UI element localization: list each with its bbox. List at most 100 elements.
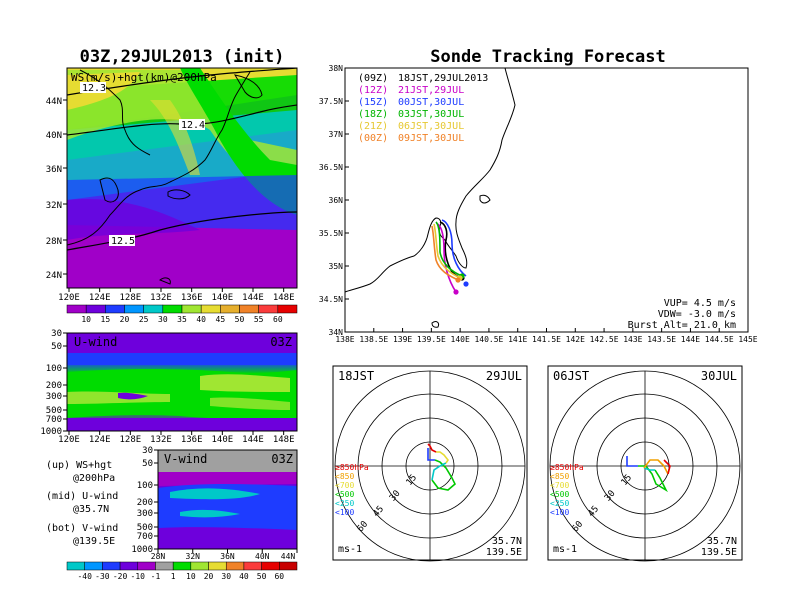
colorbar-tick-label: 15 [101,315,111,324]
launch-utc-label: (09Z) [358,73,388,84]
lat-tick-label: 34.5N [319,295,343,304]
colorbar-swatch [124,304,144,314]
v-wind-time: 03Z [271,452,293,466]
pressure-tick-label: 200 [137,498,153,508]
colorbar-tick-label: 35 [177,315,187,324]
colorbar-tick-label: 55 [254,315,264,324]
level-legend-item: <100 [335,508,354,517]
level-legend-item: <250 [335,499,354,508]
pressure-tick-label: 50 [51,342,62,352]
lon-tick-label: 140E [211,435,233,445]
lat-tick-label: 40N [255,552,270,561]
colorbar-swatch [85,304,106,314]
pressure-tick-label: 300 [137,509,153,519]
colorbar-swatch [279,561,298,571]
launch-jst-label: 03JST,30JUL [398,109,464,120]
hodograph-trace [431,459,456,491]
colorbar-tick-label: 40 [196,315,206,324]
lon-tick-label: 140E [211,293,233,303]
hodograph-time: 06JST [553,369,589,383]
lon-tick-label: 143E [623,335,642,344]
hodograph-date: 30JUL [701,369,737,383]
note-mid-sub: @35.7N [73,504,109,515]
colorbar-swatch [243,561,262,571]
pressure-tick-label: 1000 [131,545,153,555]
hodograph-ring [357,393,503,539]
v-wind-label: V-wind [164,452,207,466]
lon-tick-label: 139E [393,335,412,344]
colorbar-swatch [66,304,87,314]
lon-tick-label: 138.5E [359,335,388,344]
u-wind-time: 03Z [270,335,292,349]
right-panel-title: Sonde Tracking Forecast [430,47,665,67]
hodograph-level-legend: ≥850hPa<850<700<500<250<100 [550,463,584,517]
colorbar-swatch [143,304,164,314]
colorbar-swatch [277,304,298,314]
level-legend-item: <850 [550,472,569,481]
colorbar-tick-label: 25 [139,315,149,324]
lat-tick-label: 44N [46,97,62,107]
hodograph-trace [626,456,638,467]
hodograph-ring [596,417,694,515]
lat-tick-label: 37.5N [319,97,343,106]
colorbar-tick-label: -30 [95,572,110,581]
colorbar-tick-label: 10 [186,572,196,581]
hodograph-lat: 35.7N [492,536,522,547]
sonde-track [437,223,457,293]
track-map-coastline [344,67,516,328]
v-wind-field [158,450,297,549]
hodograph-units: ms-1 [553,544,577,555]
lon-tick-label: 128E [119,293,141,303]
hodograph-lon: 139.5E [701,547,737,558]
panel-notes: (up) WS+hgt @200hPa (mid) U-wind @35.7N … [46,460,118,547]
track-map-lon-axis: 138E 138.5E 139E 139.5E 140E 140.5E 141E 141.5E… [335,328,758,344]
lon-tick-label: 144E [681,335,700,344]
pressure-tick-label: 700 [46,415,62,425]
level-legend-item: <850 [335,472,354,481]
lon-tick-label: 144.5E [705,335,734,344]
lon-tick-label: 143.5E [647,335,676,344]
lat-tick-label: 35N [329,262,344,271]
lon-tick-label: 124E [89,293,111,303]
lat-tick-label: 40N [46,131,62,141]
note-mid-head: (mid) U-wind [46,491,118,502]
pressure-tick-label: 200 [46,381,62,391]
descent-rate: VDW= -3.0 m/s [658,309,736,320]
pressure-tick-label: 30 [142,446,153,456]
note-up-head: (up) WS+hgt [46,460,112,471]
hodograph-trace [663,459,671,475]
lon-tick-label: 142E [566,335,585,344]
level-legend-item: ≥850hPa [550,463,584,472]
lat-tick-label: 44N [281,552,296,561]
ws-map-panel: WS(m/s)+hgt(km)@200hPa 12.3 12.4 12.5 44… [46,67,298,324]
lon-tick-label: 132E [150,293,172,303]
ws-map-lon-axis: 120E 124E 128E 132E 136E 140E 144E 148E [58,288,295,303]
lon-tick-label: 132E [150,435,172,445]
hodograph-lat: 35.7N [707,536,737,547]
ws-colorbar: 10 15 20 25 30 35 40 45 50 55 60 [66,304,298,324]
hodograph-ring [405,441,455,491]
sonde-track [433,223,461,279]
lat-tick-label: 36N [46,165,62,175]
colorbar-swatch [162,304,183,314]
hodograph-ring [381,417,479,515]
colorbar-swatch [220,304,240,314]
colorbar-tick-label: 50 [257,572,267,581]
launch-jst-label: 18JST,29JUL2013 [398,73,488,84]
lat-tick-label: 34N [329,328,344,337]
colorbar-swatch [155,561,174,571]
level-legend-item: <500 [550,490,569,499]
launch-jst-label: 00JST,30JUL [398,97,464,108]
pressure-tick-label: 100 [137,481,153,491]
landing-point [455,277,461,283]
colorbar-tick-label: 10 [81,315,91,324]
colorbar-tick-label: 20 [120,315,130,324]
lon-tick-label: 128E [119,435,141,445]
hodograph-trace [643,467,655,471]
